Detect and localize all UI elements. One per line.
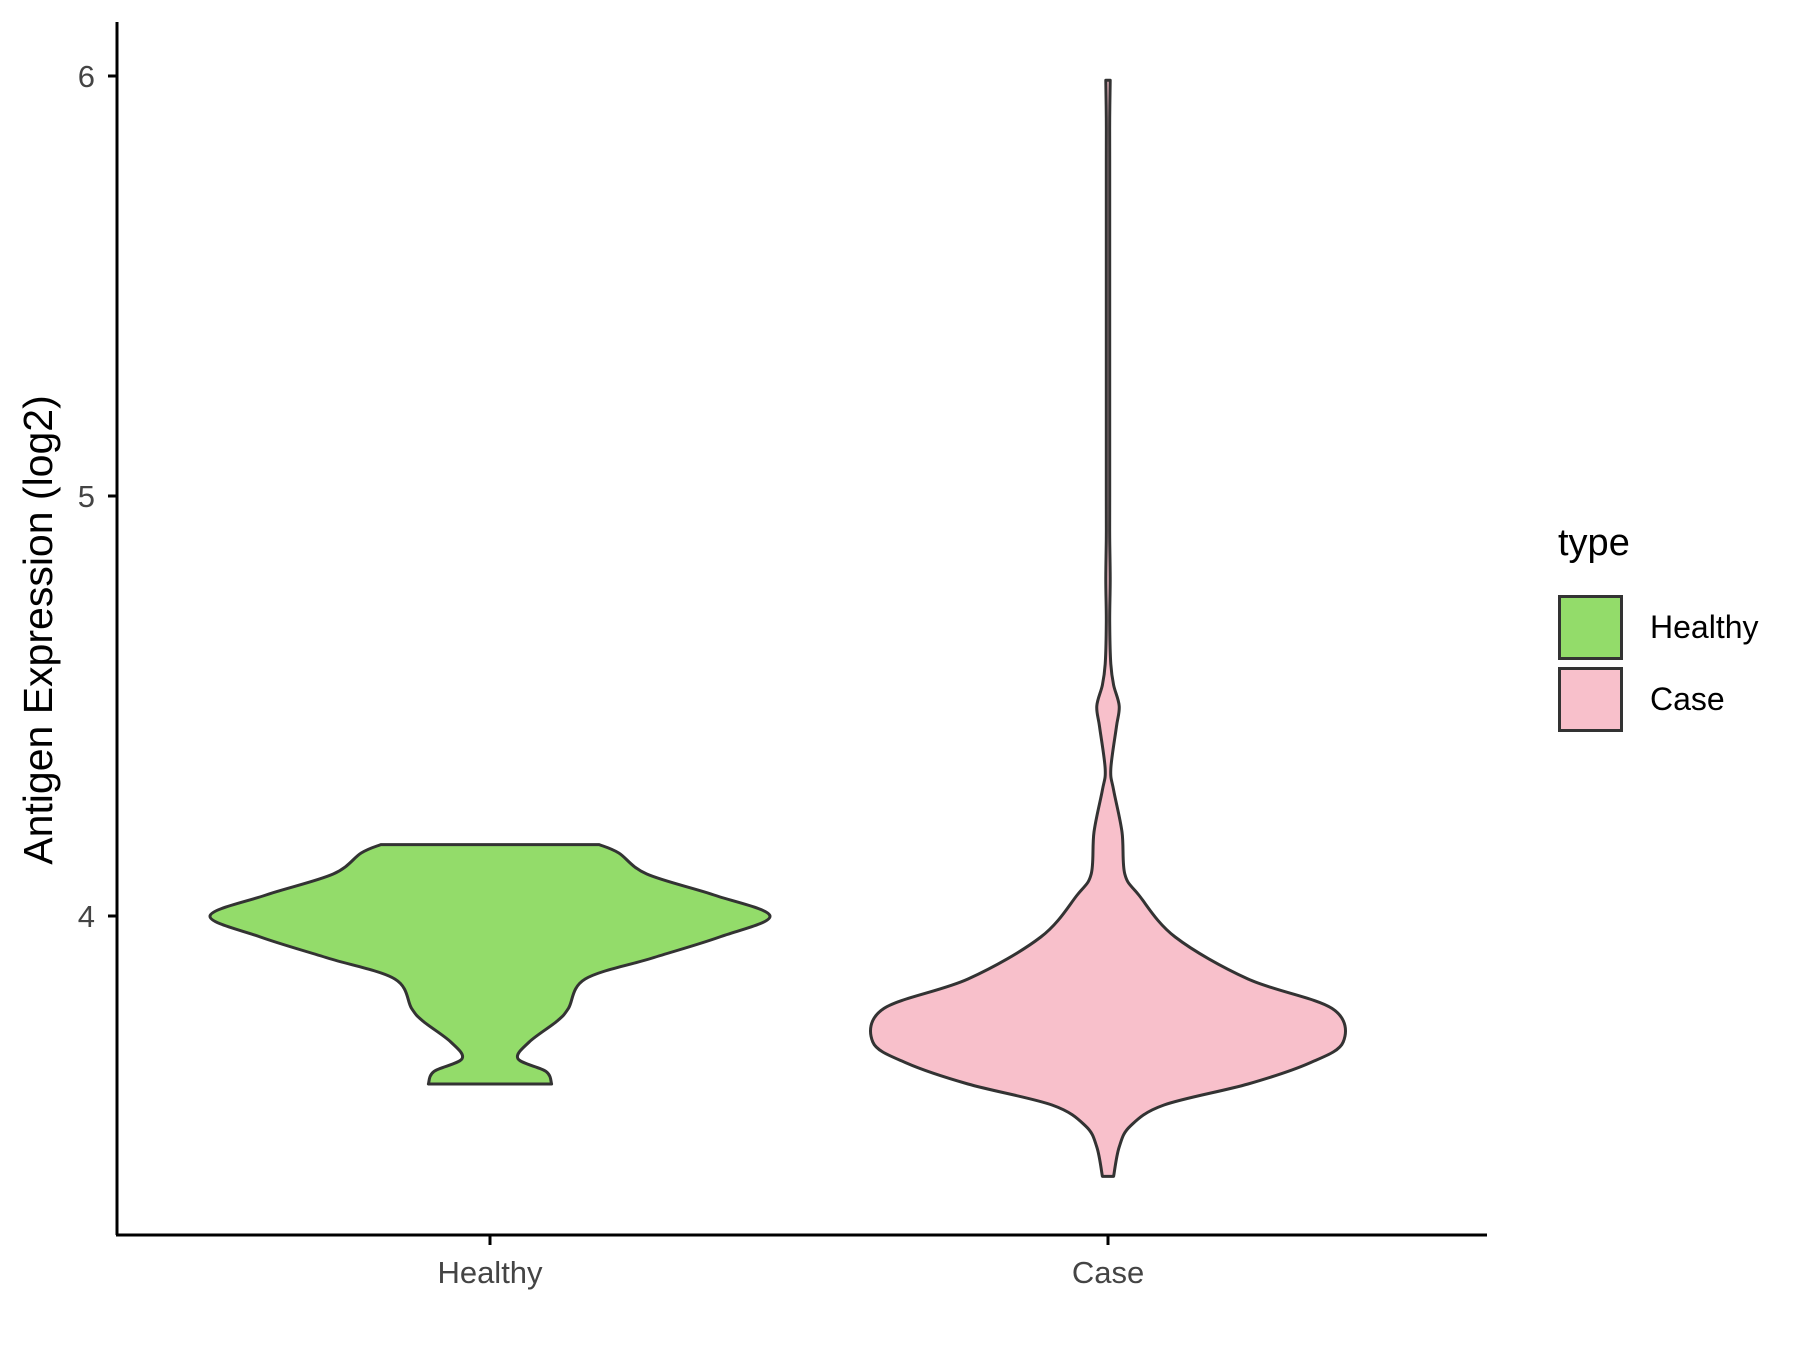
y-tick-label: 6 [78, 59, 95, 94]
violin-healthy [208, 843, 772, 1086]
y-ticks: 4 5 6 [78, 59, 117, 934]
x-ticks: Healthy Case [437, 1235, 1144, 1290]
legend-label-case: Case [1650, 680, 1725, 717]
legend-item-case: Case [1558, 664, 1725, 734]
legend-label-healthy: Healthy [1650, 608, 1759, 645]
y-tick-label: 4 [78, 899, 95, 934]
y-axis-label: Antigen Expression (log2) [15, 395, 61, 864]
legend-item-healthy: Healthy [1558, 592, 1759, 662]
legend-key-case [1558, 666, 1623, 732]
legend-key-healthy [1558, 594, 1623, 660]
x-tick-label: Case [1072, 1255, 1144, 1290]
violins-layer [208, 78, 1347, 1178]
violin-case [869, 78, 1347, 1178]
y-tick-label: 5 [78, 479, 95, 514]
x-tick-label: Healthy [437, 1255, 543, 1290]
legend-title: type [1558, 522, 1630, 564]
